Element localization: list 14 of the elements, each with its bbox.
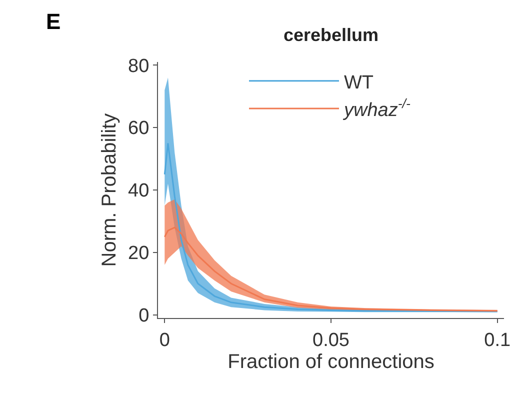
x-tick-label: 0.05	[312, 330, 350, 351]
y-tick-label: 40	[128, 180, 150, 202]
legend-label: ywhaz$^{-/-}$	[342, 96, 411, 121]
y-tick-label: 0	[138, 306, 150, 327]
legend-label: WT	[344, 72, 374, 94]
y-axis-title: Norm. Probability	[98, 113, 121, 267]
y-tick-label: 60	[128, 118, 150, 140]
x-tick-label: 0.1	[484, 330, 511, 351]
x-tick-label: 0	[159, 330, 170, 351]
text: E	[46, 9, 61, 34]
y-tick-label: 80	[128, 56, 150, 77]
y-tick-label: 20	[128, 243, 150, 264]
x-axis-title: Fraction of connections	[228, 350, 434, 373]
chart-title: cerebellum	[283, 24, 379, 45]
